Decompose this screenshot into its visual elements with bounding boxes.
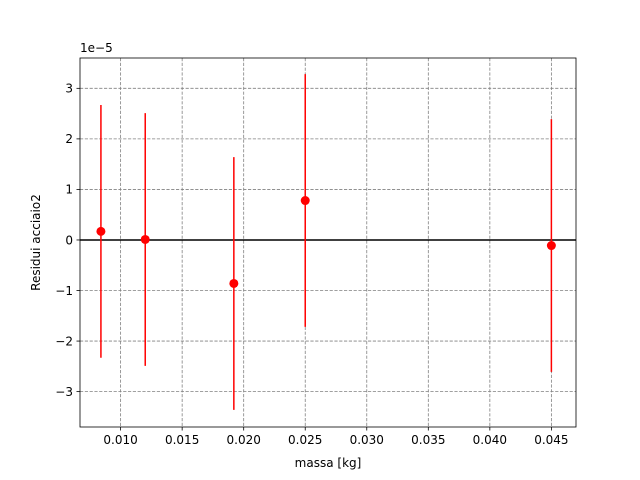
y-offset-text: 1e−5 [80,41,113,55]
y-axis-ticks: −3 −2 −1 0 1 2 3 [55,82,80,399]
data-point [300,196,310,206]
x-axis-ticks: 0.010 0.015 0.020 0.025 0.030 0.035 0.040 0.045 [103,427,569,447]
y-tick-label: 1 [65,183,73,197]
y-tick-label: −2 [55,334,73,348]
x-tick-label: 0.045 [534,433,568,447]
x-tick-label: 0.020 [227,433,261,447]
x-axis-label: massa [kg] [295,456,362,470]
y-tick-label: 0 [65,233,73,247]
y-axis-label: Residui acciaio2 [29,194,43,291]
x-tick-label: 0.025 [288,433,322,447]
x-tick-label: 0.035 [411,433,445,447]
x-tick-label: 0.040 [473,433,507,447]
x-tick-label: 0.030 [350,433,384,447]
x-tick-label: 0.015 [165,433,199,447]
plot-frame [79,57,577,428]
data-point [229,278,239,288]
y-tick-label: 3 [65,82,73,96]
y-tick-label: −3 [55,385,73,399]
y-tick-label: 2 [65,132,73,146]
data-points-layer [96,74,556,410]
grid-lines [80,58,576,427]
data-point [546,241,556,251]
data-point [96,226,106,236]
data-point [140,234,150,244]
y-tick-label: −1 [55,284,73,298]
x-tick-label: 0.010 [103,433,137,447]
